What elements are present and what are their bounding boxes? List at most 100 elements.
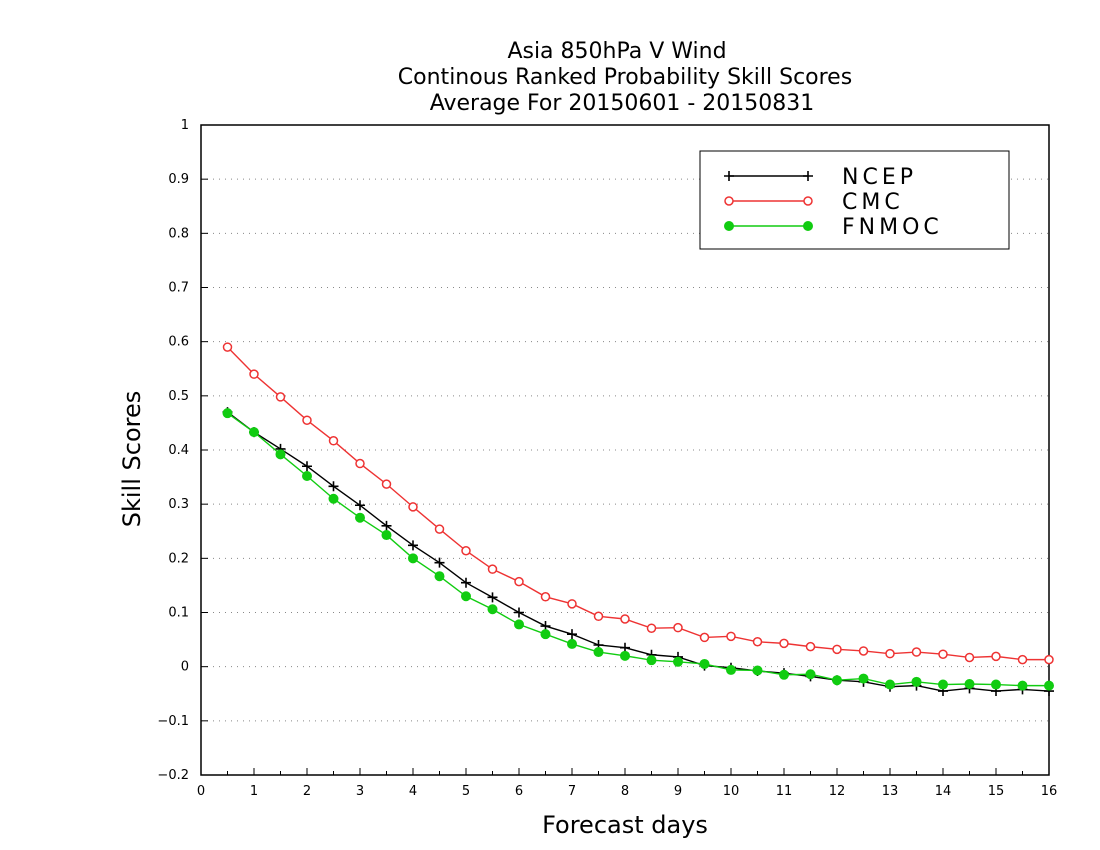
x-tick-label: 5 [462,784,470,799]
point-cmc [567,599,577,609]
line-cmc [226,346,1049,661]
point-fnmoc [673,656,683,667]
point-fnmoc [885,679,895,690]
legend-marker-ncep [724,171,734,181]
axis-ticks: −0.2−0.100.10.20.30.40.50.60.70.80.910 1 2… [157,118,1057,799]
x-tick-label: 2 [303,784,311,799]
point-fnmoc [1017,680,1028,691]
series [222,342,1054,697]
point-cmc [222,342,233,352]
point-cmc [964,652,975,663]
x-tick-label: 7 [568,784,576,799]
y-tick-label: 0.2 [168,551,189,566]
y-tick-label: 0.1 [168,606,189,621]
point-fnmoc [540,629,551,640]
x-tick-label: 15 [988,784,1005,799]
title-line-3: Average For 20150601 - 20150831 [430,91,815,116]
x-tick-label: 9 [674,784,682,799]
point-fnmoc [328,493,339,504]
point-cmc [540,592,551,602]
point-cmc [832,644,842,655]
point-cmc [487,564,498,574]
point-cmc [699,632,710,643]
series-cmc [222,342,1054,665]
point-cmc [646,623,657,633]
point-cmc [726,631,736,642]
x-tick-label: 3 [356,784,364,799]
x-tick-label: 13 [882,784,899,799]
line-fnmoc [227,412,1049,687]
point-ncep [408,540,418,551]
y-tick-label: 0 [181,660,189,675]
y-tick-label: −0.1 [157,714,189,729]
y-tick-label: 0.6 [168,335,189,350]
point-fnmoc [355,512,365,523]
point-fnmoc [832,675,842,686]
x-tick-label: 10 [723,784,740,799]
point-cmc [461,546,471,556]
point-cmc [858,646,869,656]
point-fnmoc [302,471,312,481]
x-tick-label: 0 [197,784,205,799]
point-cmc [514,576,524,587]
legend-box [699,150,1010,250]
point-cmc [381,479,392,489]
legend-marker-fnmoc [803,221,813,231]
point-cmc [752,637,763,647]
point-ncep [487,592,498,603]
point-cmc [779,638,789,649]
point-cmc [328,436,339,446]
point-fnmoc [964,679,975,689]
x-tick-label: 11 [776,784,793,799]
legend-marker-ncep [803,171,813,181]
point-cmc [355,458,365,469]
legend-label-cmc: CMC [842,190,904,215]
y-tick-label: 0.7 [168,281,189,296]
point-fnmoc [408,553,418,564]
point-cmc [275,392,286,402]
point-fnmoc [222,408,233,419]
y-tick-label: 0.5 [168,389,189,404]
point-cmc [434,524,445,534]
point-cmc [673,622,683,633]
point-fnmoc [434,571,445,582]
x-axis-label: Forecast days [542,811,708,839]
point-fnmoc [938,679,948,690]
x-tick-label: 14 [935,784,952,799]
x-tick-label: 6 [515,784,523,799]
point-ncep [328,481,339,492]
point-ncep [381,520,392,531]
point-fnmoc [991,679,1001,690]
legend-marker-cmc [803,196,813,206]
point-cmc [302,415,312,425]
point-fnmoc [593,647,604,658]
point-cmc [1017,654,1028,665]
point-fnmoc [779,669,789,680]
title-line-2: Continous Ranked Probability Skill Score… [398,65,852,90]
x-tick-label: 8 [621,784,629,799]
y-tick-label: 0.8 [168,226,189,241]
point-cmc [911,647,922,657]
point-fnmoc [620,650,630,661]
point-cmc [408,502,418,512]
point-cmc [1044,654,1054,665]
point-cmc [805,641,816,652]
y-tick-label: −0.2 [157,768,189,783]
point-fnmoc [487,604,498,615]
legend-label-fnmoc: FNMOC [842,215,943,240]
y-tick-label: 0.9 [168,172,189,187]
line-ncep [227,411,1050,692]
title-line-1: Asia 850hPa V Wind [507,39,726,64]
point-ncep [461,577,471,588]
point-fnmoc [249,427,259,438]
grid [201,178,1049,722]
point-fnmoc [726,664,736,675]
point-cmc [249,369,259,379]
x-tick-label: 16 [1041,784,1058,799]
point-ncep [302,461,312,472]
point-cmc [885,648,895,659]
point-fnmoc [514,619,524,630]
point-fnmoc [646,655,657,666]
point-cmc [620,614,630,624]
